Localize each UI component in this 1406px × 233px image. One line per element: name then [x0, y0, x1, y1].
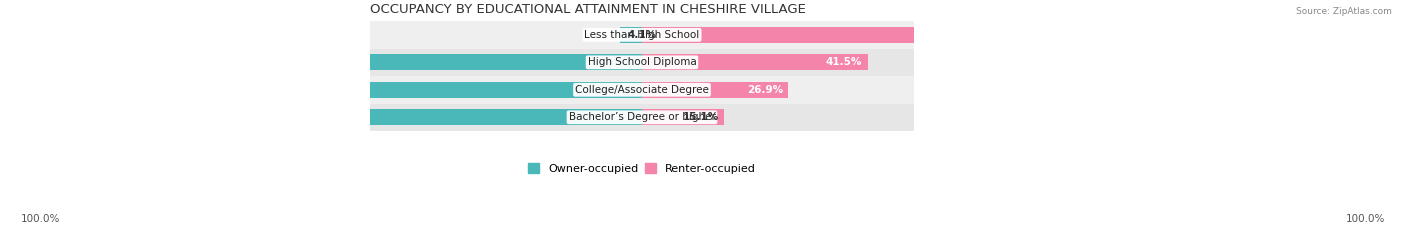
Text: 84.9%: 84.9% [187, 112, 224, 122]
Text: 4.1%: 4.1% [628, 30, 657, 40]
Text: High School Diploma: High School Diploma [588, 57, 696, 67]
Legend: Owner-occupied, Renter-occupied: Owner-occupied, Renter-occupied [523, 159, 761, 178]
Bar [620, 27, 643, 43]
Text: 95.9%: 95.9% [1122, 30, 1159, 40]
Text: Bachelor’s Degree or higher: Bachelor’s Degree or higher [568, 112, 716, 122]
Bar [370, 21, 914, 49]
Text: Source: ZipAtlas.com: Source: ZipAtlas.com [1296, 7, 1392, 16]
Text: 73.2%: 73.2% [250, 85, 287, 95]
Text: Less than High School: Less than High School [585, 30, 700, 40]
Text: 100.0%: 100.0% [1346, 214, 1385, 224]
Bar [370, 76, 914, 103]
Bar [643, 54, 868, 70]
Bar [243, 82, 643, 98]
Text: 58.6%: 58.6% [330, 57, 366, 67]
Bar [643, 109, 724, 125]
Bar [370, 49, 914, 76]
Text: 26.9%: 26.9% [747, 85, 783, 95]
Text: 41.5%: 41.5% [825, 57, 862, 67]
Bar [180, 109, 643, 125]
Bar [643, 27, 1164, 43]
Bar [643, 82, 789, 98]
Text: College/Associate Degree: College/Associate Degree [575, 85, 709, 95]
Text: OCCUPANCY BY EDUCATIONAL ATTAINMENT IN CHESHIRE VILLAGE: OCCUPANCY BY EDUCATIONAL ATTAINMENT IN C… [370, 3, 806, 16]
Bar [370, 103, 914, 131]
Bar [323, 54, 643, 70]
Text: 15.1%: 15.1% [682, 112, 718, 122]
Text: 100.0%: 100.0% [21, 214, 60, 224]
